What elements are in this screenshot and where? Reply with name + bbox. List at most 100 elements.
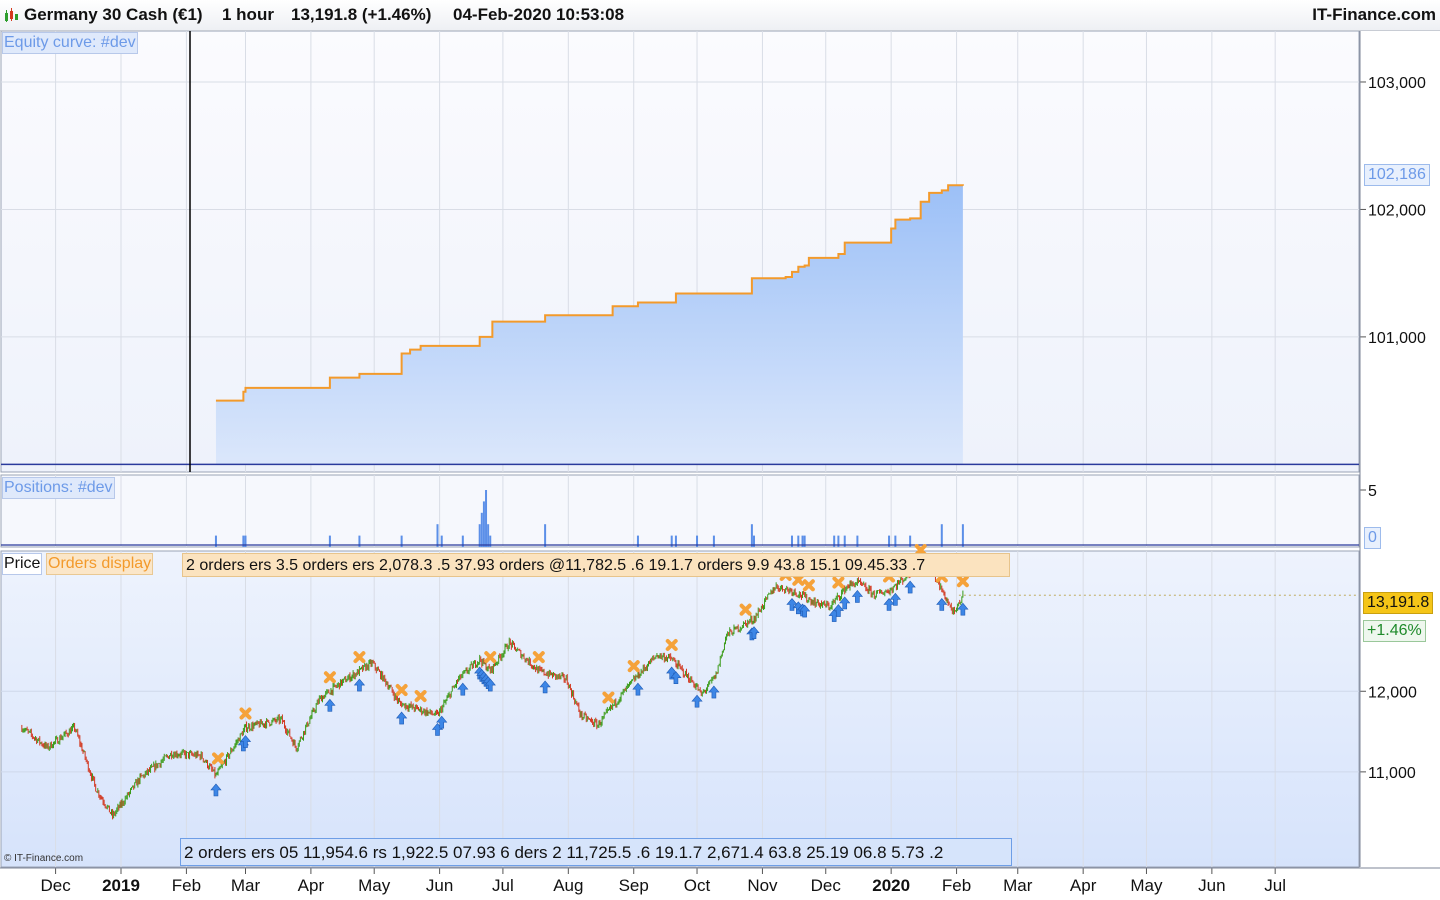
positions-panel-label[interactable]: Positions: #dev xyxy=(2,477,115,499)
position-bar xyxy=(750,524,753,547)
sell-order-icon xyxy=(802,579,815,592)
x-tick-label: Mar xyxy=(231,876,261,895)
sell-order-icon xyxy=(212,752,225,765)
sell-order-icon-stroke xyxy=(414,690,427,703)
position-bar xyxy=(803,535,806,547)
sell-order-icon-stroke xyxy=(914,544,927,557)
position-bar xyxy=(478,524,481,547)
position-bar xyxy=(790,535,793,547)
position-bar xyxy=(940,524,943,547)
buy-order-icon xyxy=(904,580,916,594)
chart-type-icon[interactable] xyxy=(3,7,19,23)
last-quote: 13,191.8 (+1.46%) xyxy=(291,5,432,24)
x-tick-label: May xyxy=(358,876,391,895)
axes: Dec 2019 Feb Mar Apr May Jun Jul Aug Sep Oct Nov Dec… xyxy=(0,31,1440,895)
price-candles xyxy=(21,559,1359,820)
sell-order-icon-stroke xyxy=(665,639,678,652)
buy-order-icon xyxy=(436,715,448,729)
position-bar xyxy=(487,524,490,547)
x-tick-label: Dec xyxy=(811,876,842,895)
equity-y-tick-label: 102,000 xyxy=(1368,202,1426,219)
sell-order-icon-stroke xyxy=(792,573,805,586)
x-tick-label: Mar xyxy=(1003,876,1033,895)
sell-order-icon-stroke xyxy=(395,684,408,697)
position-bar xyxy=(400,535,403,547)
buy-order-icon xyxy=(239,735,252,748)
sell-order-icon-stroke xyxy=(353,651,366,664)
price-y-tick-label: 12,000 xyxy=(1368,684,1417,701)
position-bar xyxy=(753,535,755,547)
orders-display-label[interactable]: Orders display xyxy=(46,553,154,575)
sell-order-icon xyxy=(956,575,969,588)
x-tick-label: Jun xyxy=(1198,876,1225,895)
buy-order-icon xyxy=(539,680,551,694)
last-price-badge: 13,191.8 xyxy=(1363,592,1434,614)
position-bar xyxy=(358,535,361,547)
x-tick-label: Jun xyxy=(426,876,453,895)
price-panel-label[interactable]: Price xyxy=(2,553,43,575)
buy-order-icon xyxy=(395,711,408,725)
equity-panel-label[interactable]: Equity curve: #dev xyxy=(2,32,138,54)
sell-order-icon-stroke xyxy=(212,752,225,765)
position-bar xyxy=(961,524,964,547)
x-tick-label: Feb xyxy=(942,876,971,895)
position-bar xyxy=(670,535,673,547)
sell-order-icon-stroke xyxy=(739,603,752,616)
timeframe[interactable]: 1 hour xyxy=(222,5,274,24)
position-bar xyxy=(797,535,800,547)
sell-order-icon-stroke xyxy=(484,651,497,664)
position-bar xyxy=(244,535,247,547)
copyright: © IT-Finance.com xyxy=(4,853,84,864)
position-bar xyxy=(843,535,846,547)
positions-panel-bg xyxy=(0,474,1360,548)
x-tick-label: Jul xyxy=(1264,876,1286,895)
equity-area xyxy=(215,185,963,465)
position-bar xyxy=(712,535,715,547)
buy-order-icon xyxy=(324,698,336,712)
position-bar xyxy=(894,535,897,547)
equity-last-value-badge: 102,186 xyxy=(1364,164,1430,186)
sell-order-icon xyxy=(395,684,408,697)
position-bar xyxy=(909,535,912,547)
sell-order-icon xyxy=(792,573,805,586)
x-tick-label: Apr xyxy=(298,876,325,895)
sell-order-icon-stroke xyxy=(627,660,640,673)
sell-order-icon xyxy=(832,576,845,589)
equity-y-tick-label: 101,000 xyxy=(1368,330,1426,347)
sell-order-icon xyxy=(353,651,366,664)
x-tick-label: Oct xyxy=(684,876,711,895)
price-panel-bg xyxy=(0,550,1360,868)
buy-order-icon xyxy=(484,678,496,692)
position-bar xyxy=(461,535,464,547)
x-tick-label: Jul xyxy=(492,876,514,895)
position-bar xyxy=(440,535,443,547)
sell-order-icon xyxy=(914,544,927,557)
sell-order-icon-stroke xyxy=(532,651,545,664)
position-bar xyxy=(636,535,639,547)
x-tick-label: 2019 xyxy=(102,876,140,895)
sell-order-icon xyxy=(665,639,678,652)
x-tick-label: Apr xyxy=(1070,876,1097,895)
x-tick-label: 2020 xyxy=(872,876,910,895)
sell-order-icon xyxy=(323,671,336,684)
buy-order-icon xyxy=(457,682,469,696)
title-bar: Germany 30 Cash (€1) 1 hour 13,191.8 (+1… xyxy=(0,0,1440,31)
orders-top-strip[interactable]: 2 orders ers 3.5 orders ers 2,078.3 .5 3… xyxy=(182,553,1010,577)
sell-order-icon xyxy=(239,707,252,720)
buy-order-icon xyxy=(851,589,864,603)
position-bar xyxy=(328,535,331,547)
orders-bottom-strip[interactable]: 2 orders ers 05 11,954.6 rs 1,922.5 07.9… xyxy=(180,838,1012,866)
position-bar xyxy=(480,512,483,547)
position-bar xyxy=(888,535,891,547)
x-tick-label: Feb xyxy=(172,876,201,895)
sell-order-icon-stroke xyxy=(802,579,815,592)
position-bar xyxy=(801,535,804,547)
buy-order-icon xyxy=(798,604,811,618)
equity-curve xyxy=(1,31,1359,472)
position-bar xyxy=(856,535,859,547)
change-badge: +1.46% xyxy=(1363,620,1426,642)
x-tick-label: Aug xyxy=(553,876,583,895)
buy-order-icon xyxy=(748,626,760,640)
buy-order-icon xyxy=(936,598,948,611)
